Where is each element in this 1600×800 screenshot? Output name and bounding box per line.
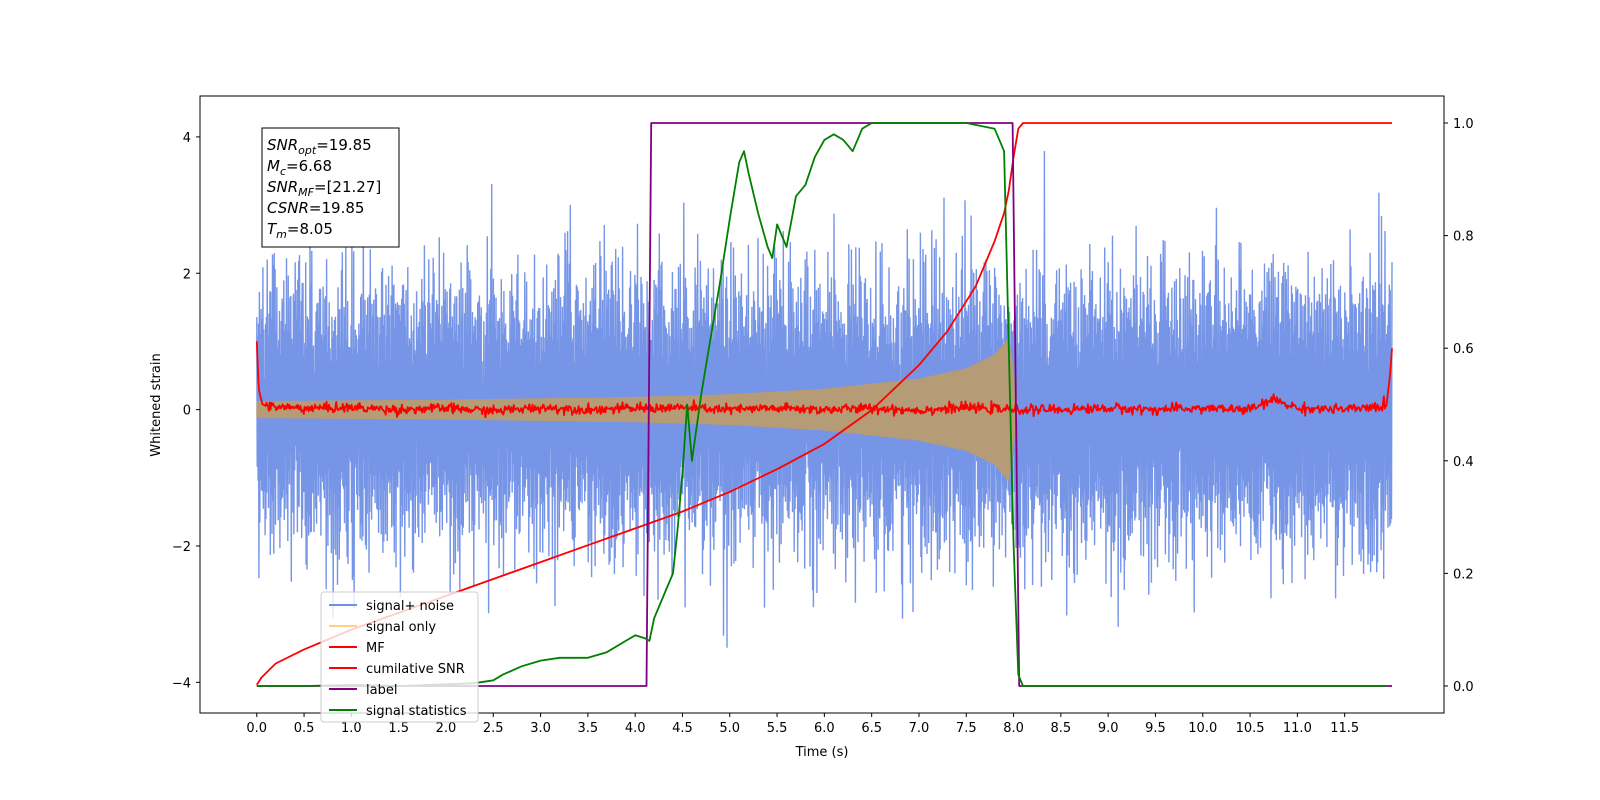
x-tick-label: 4.5 — [672, 721, 693, 736]
x-tick-label: 9.0 — [1098, 721, 1119, 736]
x-tick-label: 0.5 — [294, 721, 315, 736]
series-signal-statistics — [256, 122, 1387, 687]
x-axis: 0.0 0.5 1.0 1.5 2.0 2.5 3.0 3.5 4.0 4.5 5.0 5.5 6.0 6… — [246, 713, 1359, 736]
x-tick-label: 5.0 — [719, 721, 740, 736]
y-axis-label: Whitened strain — [149, 353, 164, 456]
x-tick-label: 1.0 — [341, 721, 362, 736]
x-tick-label: 2.0 — [436, 721, 457, 736]
x-tick-label: 8.5 — [1051, 721, 1072, 736]
y-tick-label: −2 — [172, 540, 191, 555]
x-tick-label: 6.0 — [814, 721, 835, 736]
y-tick-label: −4 — [172, 676, 191, 691]
x-tick-label: 5.5 — [767, 721, 788, 736]
x-tick-label: 0.0 — [246, 721, 267, 736]
legend-label: signal+ noise — [366, 599, 454, 614]
legend-label: signal only — [366, 620, 436, 635]
legend: signal+ noise signal only MF cumilative SNR… — [320, 591, 479, 723]
x-axis-label: Time (s) — [795, 745, 849, 760]
y2-tick-label: 1.0 — [1453, 117, 1474, 132]
x-tick-label: 3.0 — [530, 721, 551, 736]
annotation-line: Tm=8.05 — [267, 220, 333, 241]
x-tick-label: 7.0 — [909, 721, 930, 736]
x-tick-label: 2.5 — [483, 721, 504, 736]
x-tick-label: 10.5 — [1236, 721, 1265, 736]
y-tick-label: 0 — [183, 404, 191, 419]
y-axis-left: 4 2 0 −2 −4 — [172, 131, 200, 691]
y2-tick-label: 0.2 — [1453, 567, 1474, 582]
x-tick-label: 4.0 — [625, 721, 646, 736]
series-signal-only — [256, 337, 1019, 483]
y2-tick-label: 0.4 — [1453, 455, 1474, 470]
y2-tick-label: 0.8 — [1453, 230, 1474, 245]
annotation-line: CSNR=19.85 — [267, 199, 364, 217]
annotation-box: SNRopt=19.85Mc=6.68SNRMF=[21.27]CSNR=19.… — [261, 127, 400, 248]
legend-label: signal statistics — [366, 704, 467, 719]
annotation-line: Mc=6.68 — [267, 157, 332, 178]
plot-area — [255, 122, 1393, 687]
annotation-line: SNRMF=[21.27] — [267, 178, 381, 199]
x-tick-label: 11.5 — [1330, 721, 1359, 736]
x-tick-label: 1.5 — [388, 721, 409, 736]
y2-tick-label: 0.6 — [1453, 342, 1474, 357]
legend-label: MF — [366, 641, 385, 656]
y-tick-label: 2 — [183, 267, 191, 282]
x-tick-label: 11.0 — [1283, 721, 1312, 736]
y-axis-right: 1.0 0.8 0.6 0.4 0.2 0.0 — [1444, 117, 1474, 695]
legend-label: cumilative SNR — [366, 662, 465, 677]
series-signal-noise — [256, 150, 1393, 648]
series-mf — [255, 341, 1393, 419]
x-tick-label: 3.5 — [578, 721, 599, 736]
y2-tick-label: 0.0 — [1453, 680, 1474, 695]
y-tick-label: 4 — [183, 131, 191, 146]
x-tick-label: 9.5 — [1145, 721, 1166, 736]
annotation-line: SNRopt=19.85 — [267, 136, 372, 157]
x-tick-label: 10.0 — [1188, 721, 1217, 736]
x-tick-label: 8.0 — [1003, 721, 1024, 736]
plot-frame — [199, 95, 1445, 714]
x-tick-label: 6.5 — [861, 721, 882, 736]
legend-label: label — [366, 683, 397, 698]
x-tick-label: 7.5 — [956, 721, 977, 736]
